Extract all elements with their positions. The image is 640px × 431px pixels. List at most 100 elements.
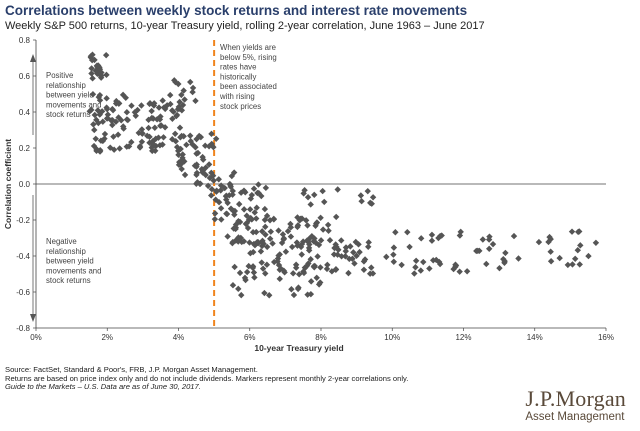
scatter-point [426,265,433,272]
scatter-point [368,200,375,207]
scatter-point [202,142,209,149]
scatter-point [287,233,295,240]
scatter-point [262,231,269,238]
scatter-point [257,248,265,255]
scatter-point [259,237,266,245]
scatter-point [261,289,268,297]
scatter-point [97,137,105,144]
scatter-point [235,200,243,208]
scatter-point [109,116,116,124]
scatter-point [159,97,166,104]
footer-notes: Source: FactSet, Standard & Poor's, FRB,… [5,365,408,392]
scatter-point [330,251,338,258]
scatter-point [96,111,103,118]
scatter-point [267,228,275,235]
x-tick-label: 16% [598,333,614,342]
scatter-point [334,186,341,193]
scatter-point [151,124,159,131]
scatter-point [91,111,98,119]
scatter-point [187,132,194,139]
scatter-point [161,124,169,131]
scatter-point [171,77,178,84]
scatter-point [288,243,296,251]
scatter-point [342,247,349,255]
annotation-negative: Negative relationship between yield movemen… [46,237,101,285]
scatter-point [294,214,301,221]
scatter-point [145,124,152,132]
scatter-point [417,235,425,242]
scatter-point [99,118,107,125]
scatter-point [176,124,184,131]
logo-brand: J.P.Morgan [525,386,626,411]
scatter-point [412,264,419,271]
scatter-point [356,248,363,256]
scatter-point [212,135,220,143]
scatter-point [113,97,120,105]
scatter-point [312,222,319,230]
scatter-point [474,247,481,255]
scatter-point [228,172,236,180]
scatter-point [174,147,182,155]
scatter-point [294,242,301,249]
scatter-point [545,238,552,246]
scatter-point [452,261,459,268]
y-tick-label: -0.8 [16,324,30,333]
scatter-point [109,105,116,113]
scatter-point [103,95,110,102]
scatter-point [179,151,186,158]
scatter-point [457,228,464,236]
scatter-point [206,174,214,182]
logo-unit: Asset Management [525,411,625,423]
scatter-point [199,153,206,161]
scatter-point [328,268,336,275]
scatter-point [390,251,397,258]
scatter-point [179,101,187,109]
scatter-point [275,227,282,234]
scatter-point [96,64,103,71]
scatter-point [148,107,155,115]
y-tick-label: 0.2 [19,144,31,153]
scatter-point [208,140,215,148]
scatter-point [263,243,271,251]
scatter-point [211,210,219,217]
scatter-point [483,260,490,268]
scatter-point [390,258,398,265]
scatter-point [192,97,199,105]
scatter-point [90,121,97,128]
scatter-point [304,194,312,201]
scatter-point [93,62,101,69]
negative-arrow-head [30,314,36,322]
scatter-point [246,206,254,213]
scatter-point [247,214,254,222]
x-axis-title: 10-year Treasury yield [254,343,343,353]
scatter-point [298,251,305,258]
scatter-point [91,126,98,134]
scatter-point [240,206,248,213]
x-tick-label: 12% [455,333,471,342]
scatter-point [294,222,302,229]
scatter-point [287,224,295,231]
scatter-point [486,245,493,253]
scatter-point [245,262,252,270]
scatter-point [310,238,317,245]
scatter-point [351,260,358,267]
scatter-point [236,218,244,226]
scatter-point [208,192,215,199]
scatter-point [262,184,270,192]
scatter-point [338,253,345,260]
scatter-point [317,214,324,222]
scatter-point [280,267,288,274]
scatter-point [138,102,145,109]
scatter-point [123,143,130,150]
scatter-point [323,265,331,273]
scatter-point [208,186,216,193]
x-tick-label: 10% [384,333,400,342]
scatter-point [149,139,156,147]
scatter-point [208,130,215,138]
scatter-point [276,275,283,283]
scatter-point [479,236,487,243]
scatter-point [98,108,106,115]
scatter-point [319,187,326,195]
scatter-point [107,144,114,151]
scatter-point [502,249,509,257]
